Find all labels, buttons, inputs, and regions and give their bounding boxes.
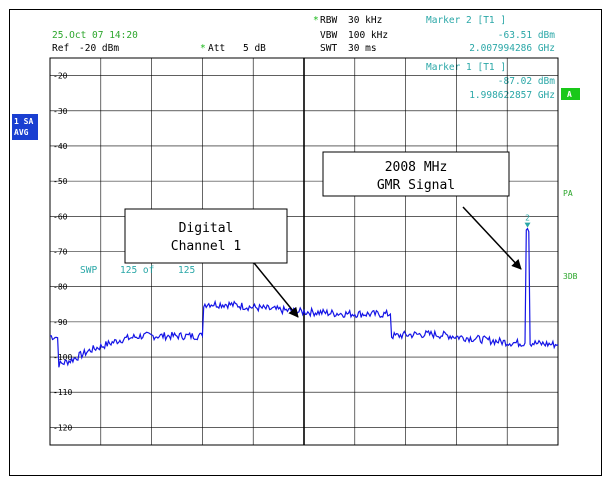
digital-line1: Digital — [179, 221, 234, 236]
date-text: 25.Oct 07 14:20 — [52, 30, 138, 41]
y-tick-label: -30 — [53, 107, 68, 116]
ref-label: Ref — [52, 43, 69, 54]
vbw-label: VBW — [320, 30, 337, 41]
sa-badge-line2: AVG — [14, 128, 29, 137]
marker-info: Marker 2 [T1 ] -63.51 dBm 2.007994286 GH… — [426, 15, 555, 101]
annotation-gmr: 2008 MHz GMR Signal — [322, 151, 522, 270]
pa-label: PA — [563, 189, 573, 198]
y-tick-label: -90 — [53, 318, 68, 327]
sa-badge-line1: 1 SA — [14, 117, 33, 126]
y-tick-label: -60 — [53, 212, 68, 221]
att-star: * — [200, 43, 206, 54]
y-tick-labels: -20 -30 -40 -50 -60 -70 -80 -90 -100 -110 -120 — [53, 72, 72, 433]
marker2-title: Marker 2 [T1 ] — [426, 15, 506, 26]
swt-label: SWT — [320, 43, 337, 54]
y-tick-label: -20 — [53, 72, 68, 81]
y-tick-label: -100 — [53, 353, 72, 362]
trace-line — [49, 227, 559, 368]
a-badge-bg — [561, 88, 580, 100]
y-tick-label: -80 — [53, 283, 68, 292]
gmr-arrow — [462, 206, 522, 270]
marker2-level: -63.51 dBm — [498, 30, 555, 41]
att-value: 5 dB — [243, 43, 266, 54]
db3-label: 3DB — [563, 272, 578, 281]
a-badge: A — [567, 90, 572, 99]
sweep-total: 125 — [178, 265, 195, 276]
vbw-value: 100 kHz — [348, 30, 388, 41]
digital-line2: Channel 1 — [171, 239, 241, 254]
digital-arrow — [253, 262, 299, 318]
side-badges: 1 SA AVG A PA 3DB — [12, 88, 580, 281]
y-tick-label: -40 — [53, 142, 68, 151]
header-info: 25.Oct 07 14:20 Ref -20 dBm * Att 5 dB *… — [52, 15, 388, 54]
annotation-digital: Digital Channel 1 — [124, 208, 299, 318]
swt-value: 30 ms — [348, 43, 377, 54]
y-tick-label: -120 — [53, 423, 72, 432]
marker2-freq: 2.007994286 GHz — [469, 43, 555, 54]
gmr-box — [322, 151, 510, 197]
gmr-line1: 2008 MHz — [385, 160, 448, 175]
sweep-count: 125 of — [120, 265, 154, 276]
ref-value: -20 dBm — [79, 43, 119, 54]
digital-box — [124, 208, 288, 264]
marker2-indicator: 2 — [524, 214, 531, 228]
marker1-freq: 1.998622857 GHz — [469, 90, 555, 101]
rbw-label: RBW — [320, 15, 337, 26]
rbw-value: 30 kHz — [348, 15, 382, 26]
sweep-label: SWP — [80, 265, 97, 276]
gmr-line2: GMR Signal — [377, 178, 455, 193]
outer-frame — [9, 9, 602, 476]
y-tick-label: -50 — [53, 177, 68, 186]
sa-badge-bg — [12, 114, 38, 140]
marker1-level: -87.02 dBm — [498, 76, 555, 87]
marker1-title: Marker 1 [T1 ] — [426, 62, 506, 73]
y-tick-label: -110 — [53, 388, 72, 397]
marker2-label: 2 — [525, 214, 530, 223]
y-tick-label: -70 — [53, 248, 68, 257]
att-label: Att — [208, 43, 225, 54]
rbw-star: * — [313, 15, 319, 26]
marker2-triangle — [524, 222, 531, 228]
